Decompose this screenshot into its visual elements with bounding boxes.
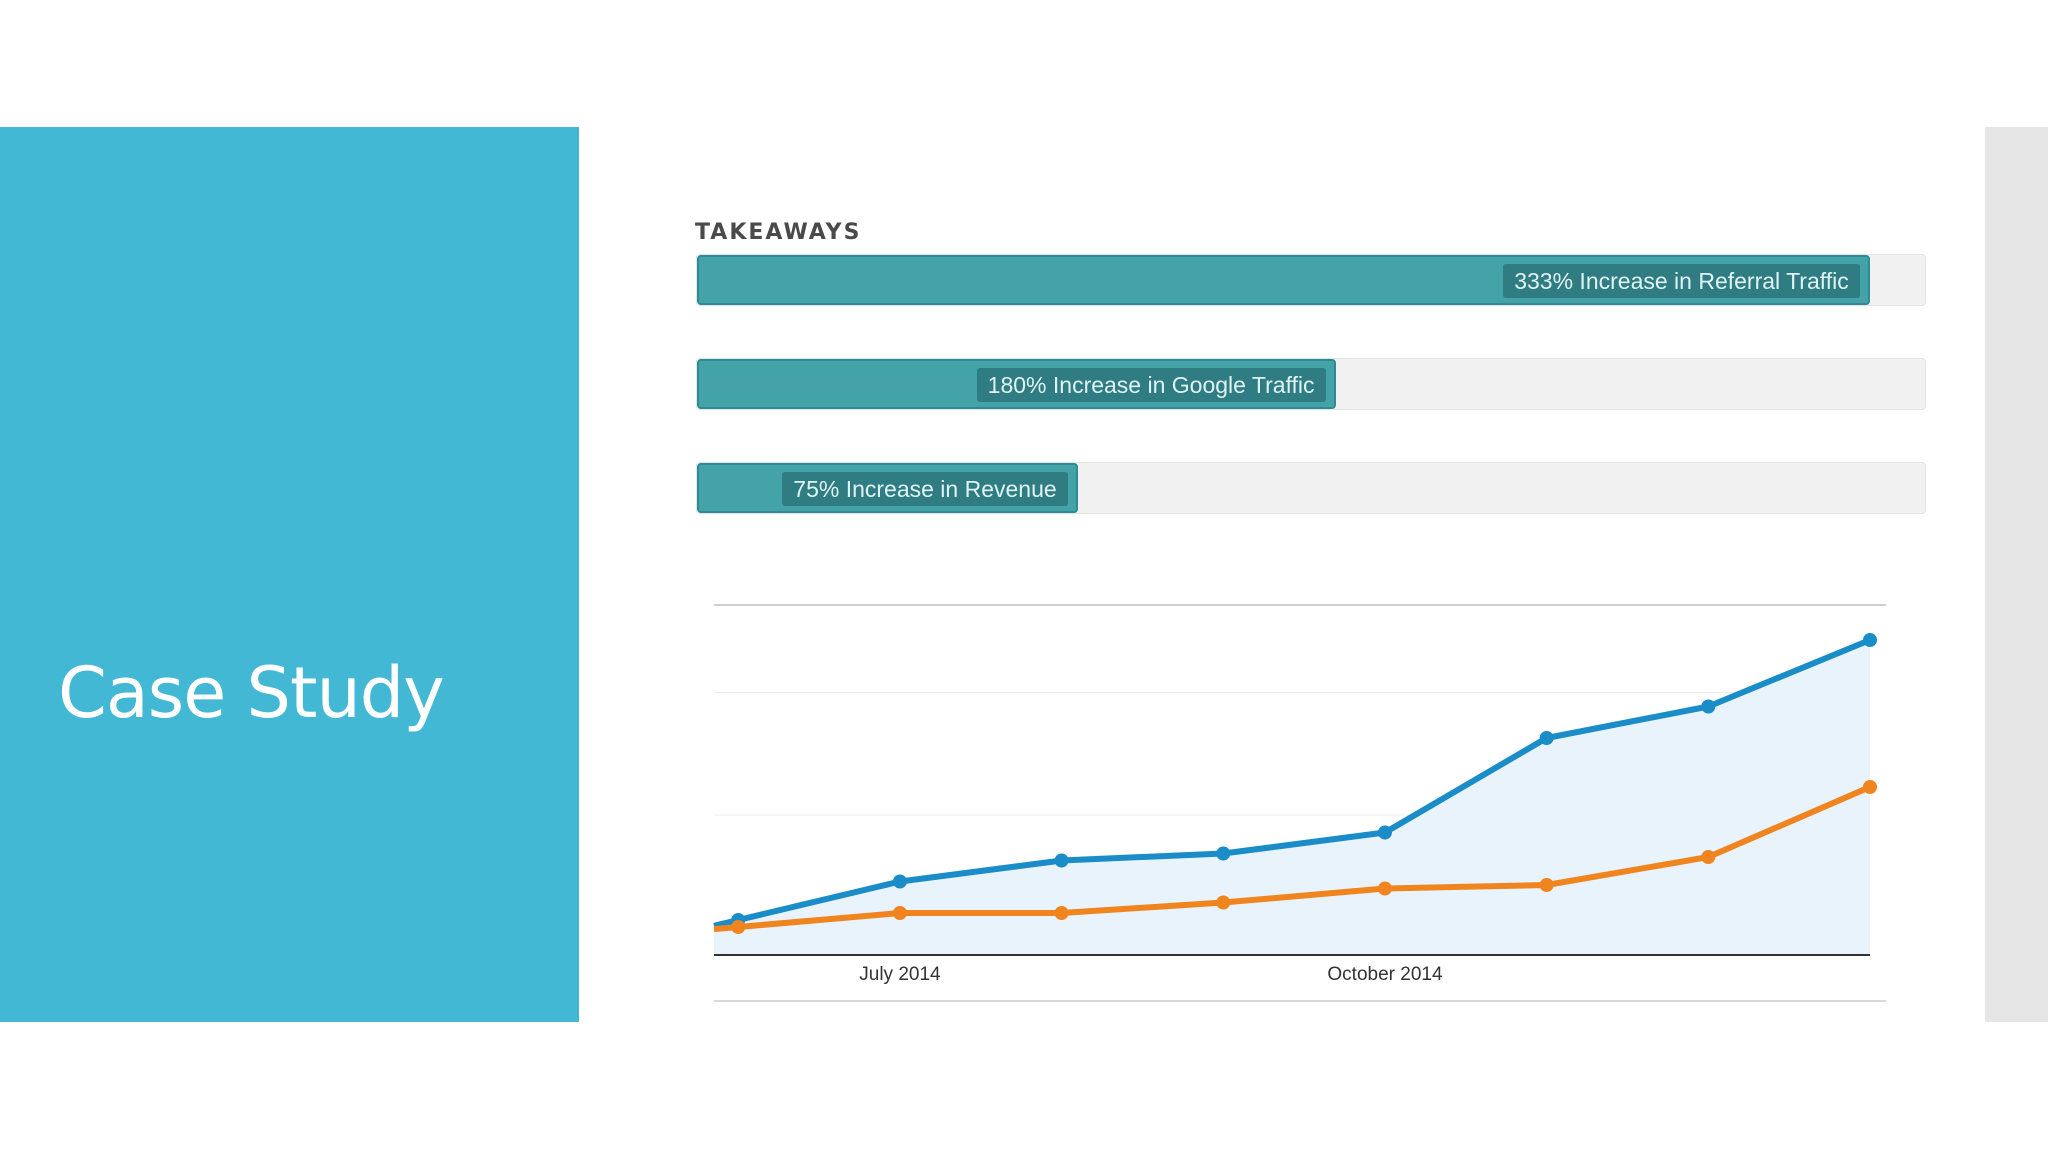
right-strip [1985,127,2048,1022]
series-point-0 [1377,825,1392,840]
slide-title: Case Study [58,652,445,734]
takeaway-bar-revenue: 75% Increase in Revenue [696,462,1926,514]
series-point-1 [1701,850,1716,864]
series-point-1 [1863,780,1877,794]
takeaway-label: 75% Increase in Revenue [782,472,1068,506]
takeaway-bar-fill: 333% Increase in Referral Traffic [697,255,1870,305]
series-point-1 [1377,881,1392,896]
takeaways-heading: TAKEAWAYS [695,220,862,245]
series-point-1 [731,920,746,934]
series-point-0 [892,874,907,889]
series-point-0 [1539,731,1554,745]
takeaway-bar-fill: 75% Increase in Revenue [697,463,1078,513]
x-tick-label: October 2014 [1327,964,1443,985]
series-point-1 [1539,878,1554,892]
chart-area [714,640,1870,955]
series-point-0 [1701,699,1716,714]
series-point-1 [1216,895,1231,910]
series-point-0 [1863,633,1877,647]
series-point-0 [1216,846,1231,861]
series-point-0 [1054,853,1069,868]
side-panel: Case Study [0,127,579,1022]
x-tick-label: July 2014 [859,964,941,985]
takeaway-label: 333% Increase in Referral Traffic [1503,264,1860,298]
series-point-1 [1054,906,1069,920]
takeaway-bar-google: 180% Increase in Google Traffic [696,358,1926,410]
takeaway-label: 180% Increase in Google Traffic [976,368,1326,402]
takeaway-bar-referral: 333% Increase in Referral Traffic [696,254,1926,306]
takeaway-bar-fill: 180% Increase in Google Traffic [697,359,1336,409]
series-point-1 [892,906,907,920]
